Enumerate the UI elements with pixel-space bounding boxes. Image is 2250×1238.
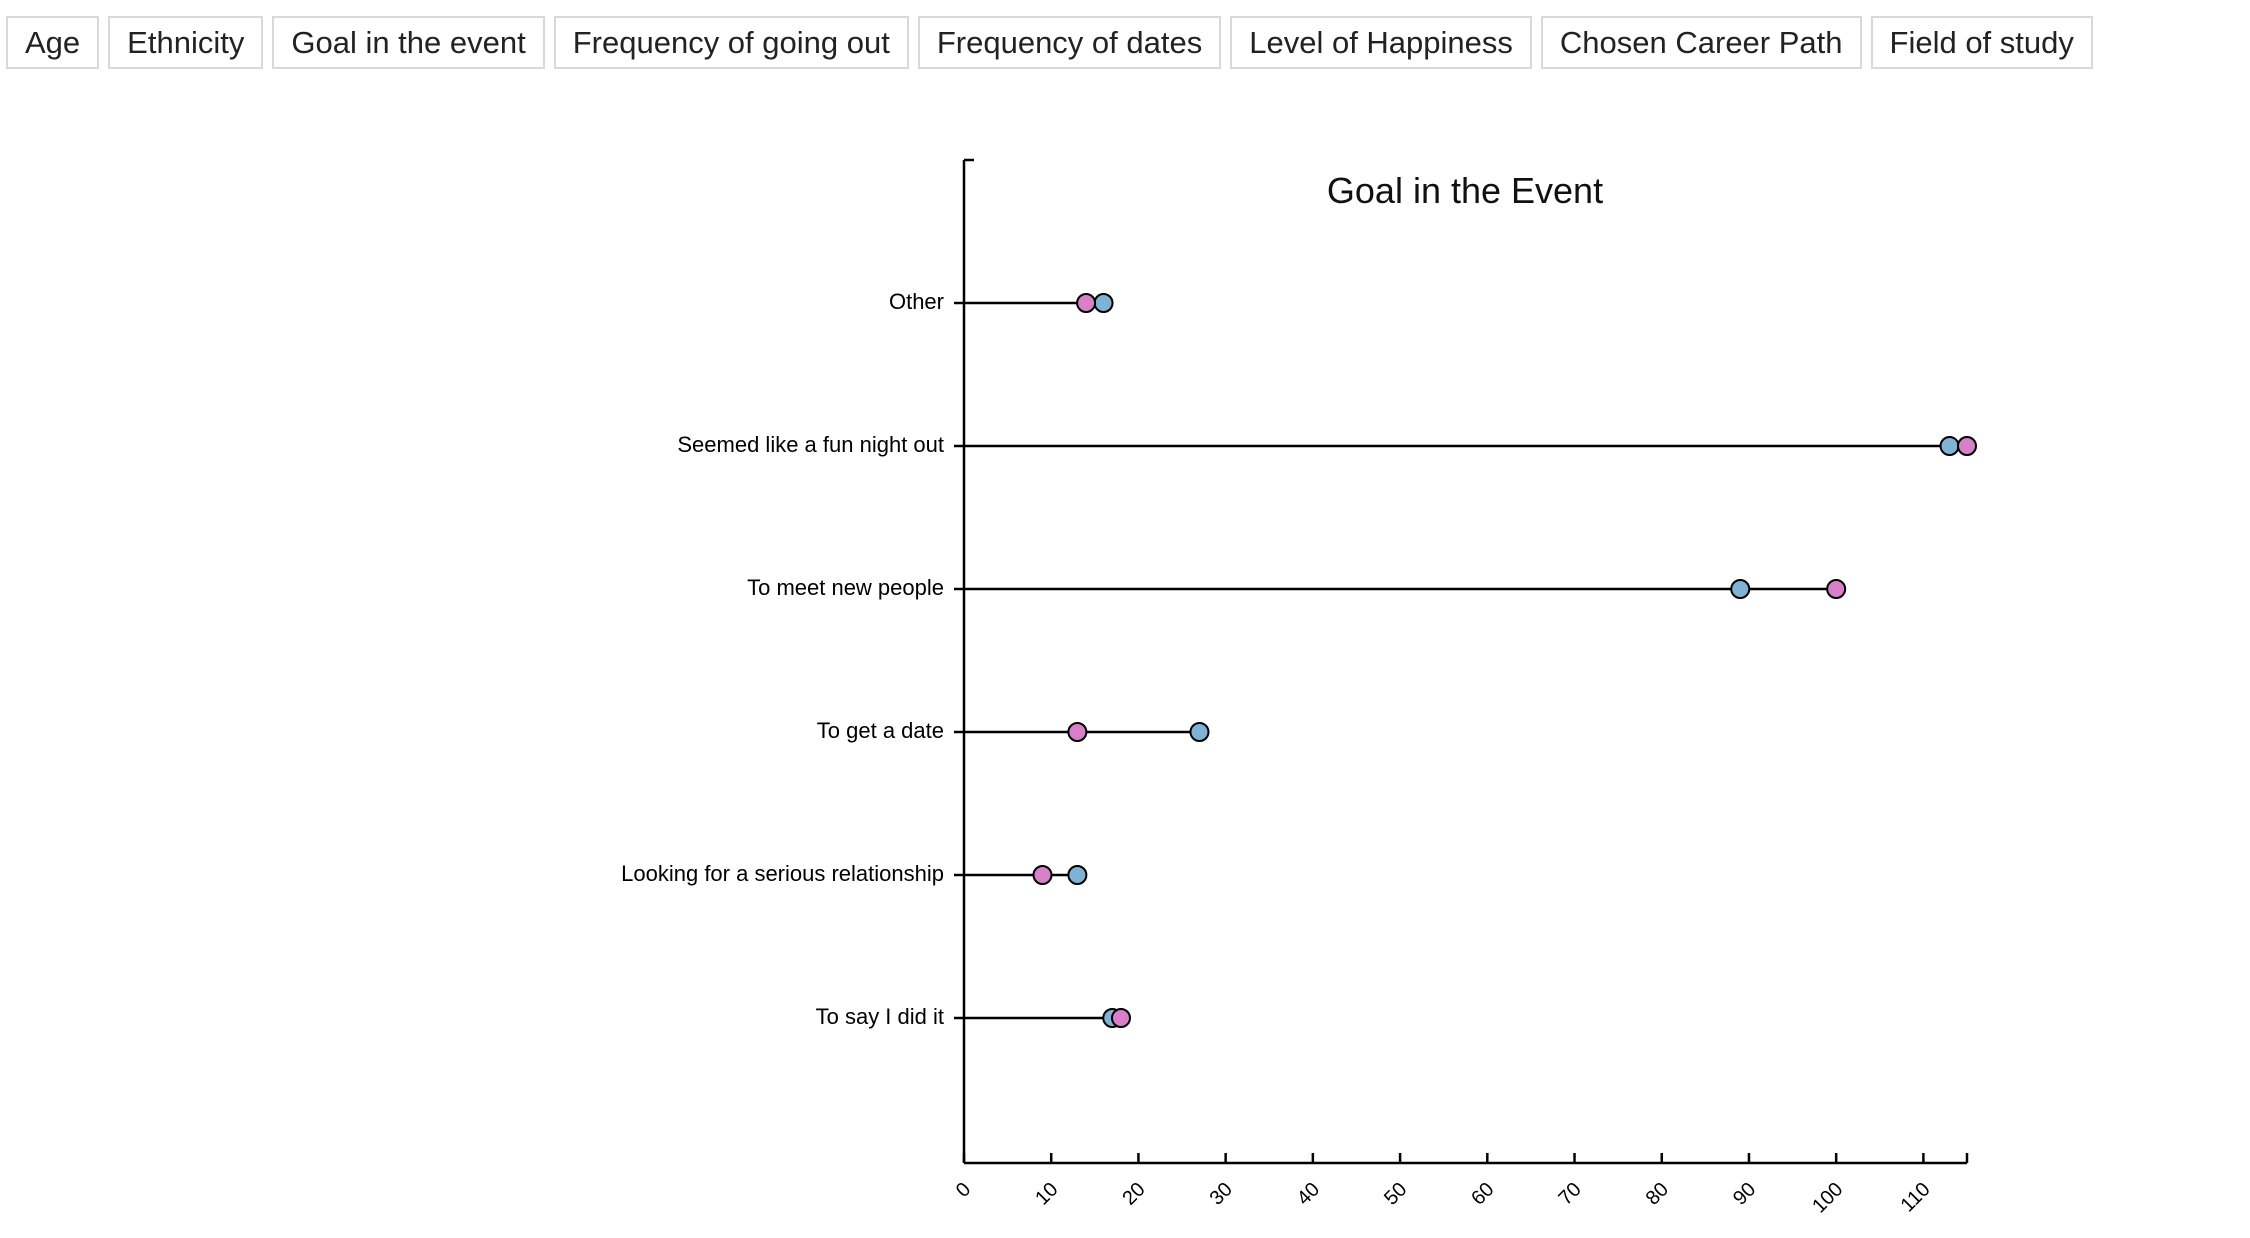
blue-data-point bbox=[1067, 865, 1088, 885]
x-tick-label: 70 bbox=[1555, 1178, 1586, 1209]
x-tick-label: 30 bbox=[1206, 1178, 1237, 1209]
data-points bbox=[1032, 293, 1977, 1028]
chart-title: Goal in the Event bbox=[1327, 170, 1603, 211]
x-tick-label: 110 bbox=[1897, 1178, 1935, 1216]
blue-data-point bbox=[1093, 293, 1114, 313]
blue-data-point bbox=[1939, 436, 1960, 456]
pink-data-point bbox=[1957, 436, 1977, 456]
y-category-label: Looking for a serious relationship bbox=[621, 861, 944, 886]
pink-data-point bbox=[1032, 865, 1053, 885]
y-category-label: To get a date bbox=[817, 718, 944, 743]
dumbbell-lines bbox=[964, 301, 1967, 1020]
x-tick-label: 100 bbox=[1808, 1178, 1847, 1217]
chart-axes: 0 10 20 30 40 50 60 70 80 90 100 110 Other Seemed lik… bbox=[621, 158, 1969, 1218]
y-category-label: Other bbox=[889, 289, 944, 314]
y-category-label: To meet new people bbox=[747, 575, 944, 600]
tab-goal-button[interactable]: Goal in the event bbox=[272, 16, 545, 69]
pink-data-point bbox=[1067, 722, 1088, 742]
y-category-label: Seemed like a fun night out bbox=[677, 432, 944, 457]
blue-data-point bbox=[1730, 579, 1751, 599]
x-tick-label: 80 bbox=[1642, 1178, 1673, 1209]
tab-field-button[interactable]: Field of study bbox=[1870, 16, 2093, 69]
tab-career-button[interactable]: Chosen Career Path bbox=[1540, 16, 1862, 69]
blue-data-point bbox=[1189, 722, 1210, 742]
category-toolbar: Age Ethnicity Goal in the event Frequency o… bbox=[6, 16, 2093, 69]
x-tick-label: 10 bbox=[1031, 1178, 1062, 1209]
x-tick-label: 20 bbox=[1118, 1178, 1149, 1209]
tab-happiness-button[interactable]: Level of Happiness bbox=[1230, 16, 1532, 69]
x-tick-label: 90 bbox=[1729, 1178, 1760, 1209]
x-tick-label: 60 bbox=[1467, 1178, 1498, 1209]
tab-age-button[interactable]: Age bbox=[6, 16, 100, 69]
pink-data-point bbox=[1076, 293, 1097, 313]
x-tick-label: 0 bbox=[952, 1178, 975, 1201]
tab-dates-button[interactable]: Frequency of dates bbox=[917, 16, 1222, 69]
pink-data-point bbox=[1826, 579, 1847, 599]
tab-ethnicity-button[interactable]: Ethnicity bbox=[108, 16, 264, 69]
x-tick-label: 50 bbox=[1380, 1178, 1411, 1209]
pink-data-point bbox=[1110, 1008, 1131, 1028]
x-tick-label: 40 bbox=[1293, 1178, 1324, 1209]
tab-going-out-button[interactable]: Frequency of going out bbox=[553, 16, 909, 69]
y-category-label: To say I did it bbox=[816, 1004, 944, 1029]
